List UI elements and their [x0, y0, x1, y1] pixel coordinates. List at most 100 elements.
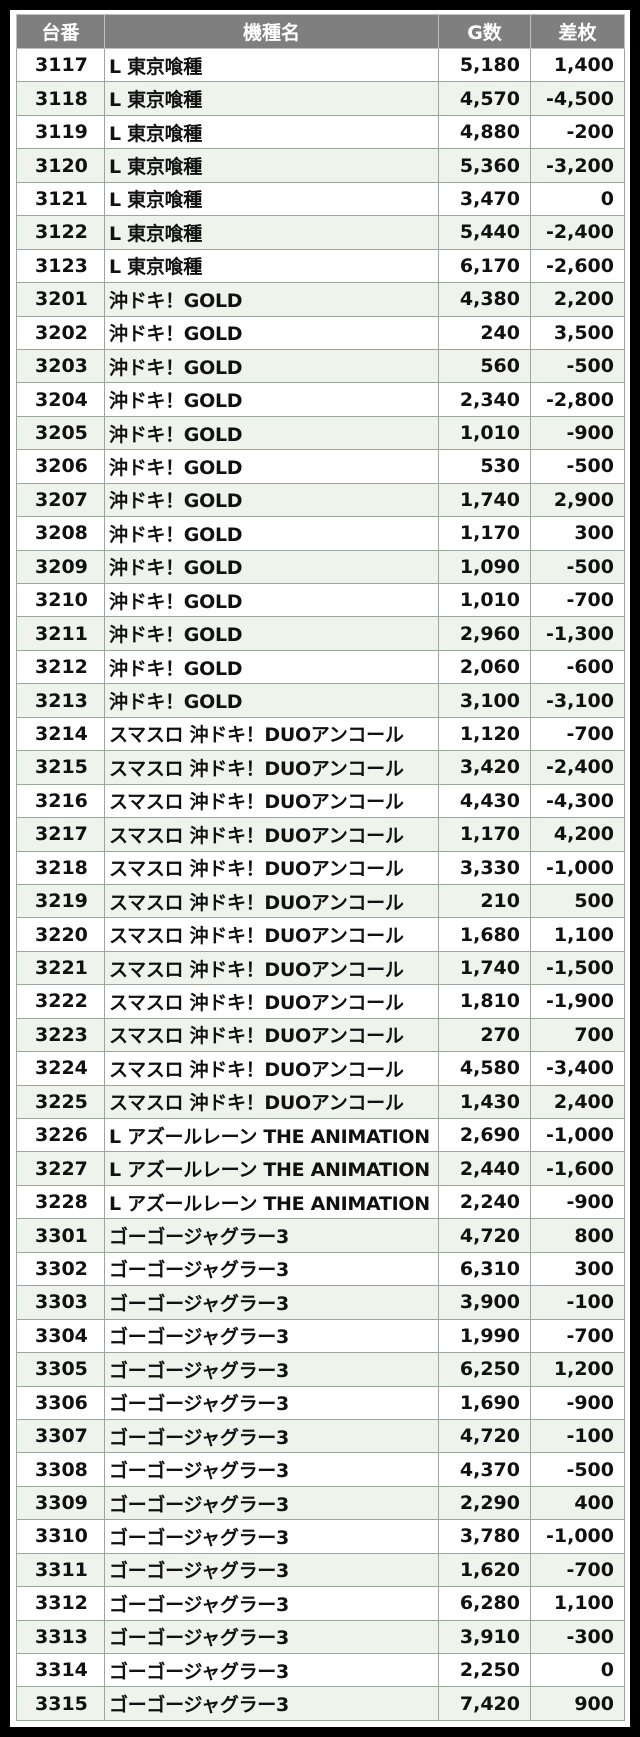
machine-name-cell: ゴーゴージャグラー3 — [104, 1619, 439, 1655]
machine-number-cell: 3202 — [16, 315, 105, 350]
table-row: 3214 スマスロ 沖ドキ！DUOアンコール 1,120 -700 — [16, 716, 625, 752]
games-cell: 2,250 — [438, 1652, 531, 1688]
difference-cell: -700 — [530, 1318, 625, 1354]
machine-name-cell: ゴーゴージャグラー3 — [104, 1218, 439, 1253]
table-row: 3302 ゴーゴージャグラー3 6,310 300 — [16, 1251, 625, 1287]
machine-number-cell: 3315 — [16, 1686, 105, 1721]
table-row: 3310 ゴーゴージャグラー3 3,780 -1,000 — [16, 1519, 625, 1554]
machine-number-cell: 3123 — [16, 248, 105, 284]
games-cell: 560 — [438, 348, 531, 384]
machine-number-cell: 3228 — [16, 1184, 105, 1220]
games-cell: 4,580 — [438, 1051, 531, 1086]
table-row: 3205 沖ドキ！GOLD 1,010 -900 — [16, 415, 625, 451]
machine-number-cell: 3218 — [16, 850, 105, 885]
table-row: 3314 ゴーゴージャグラー3 2,250 0 — [16, 1652, 625, 1688]
machine-number-cell: 3117 — [16, 47, 105, 83]
machine-name-cell: 沖ドキ！GOLD — [104, 315, 439, 350]
table-row: 3119 L 東京喰種 4,880 -200 — [16, 114, 625, 150]
table-row: 3309 ゴーゴージャグラー3 2,290 400 — [16, 1485, 625, 1521]
difference-cell: -2,400 — [530, 750, 625, 785]
difference-cell: -700 — [530, 716, 625, 752]
games-cell: 240 — [438, 315, 531, 350]
games-cell: 530 — [438, 449, 531, 484]
table-row: 3204 沖ドキ！GOLD 2,340 -2,800 — [16, 382, 625, 417]
games-cell: 3,420 — [438, 750, 531, 785]
machine-name-cell: 沖ドキ！GOLD — [104, 415, 439, 451]
machine-number-cell: 3204 — [16, 382, 105, 417]
machine-number-cell: 3301 — [16, 1218, 105, 1253]
machine-number-cell: 3206 — [16, 449, 105, 484]
games-cell: 4,720 — [438, 1418, 531, 1454]
table-row: 3202 沖ドキ！GOLD 240 3,500 — [16, 315, 625, 350]
machine-number-cell: 3216 — [16, 783, 105, 819]
table-row: 3313 ゴーゴージャグラー3 3,910 -300 — [16, 1619, 625, 1655]
machine-name-cell: スマスロ 沖ドキ！DUOアンコール — [104, 817, 439, 852]
table-frame: 台番 機種名 G数 差枚 3117 L 東京喰種 5,180 1,400 3118 L 東… — [10, 10, 630, 1727]
difference-cell: 800 — [530, 1218, 625, 1253]
machine-number-cell: 3222 — [16, 984, 105, 1019]
table-row: 3307 ゴーゴージャグラー3 4,720 -100 — [16, 1418, 625, 1454]
machine-number-cell: 3314 — [16, 1652, 105, 1688]
difference-cell: 0 — [530, 181, 625, 217]
table-row: 3228 L アズールレーン THE ANIMATION 2,240 -900 — [16, 1184, 625, 1220]
machine-name-cell: 沖ドキ！GOLD — [104, 516, 439, 551]
difference-cell: -1,900 — [530, 984, 625, 1019]
games-cell: 1,680 — [438, 917, 531, 952]
difference-cell: -1,600 — [530, 1151, 625, 1186]
games-cell: 4,720 — [438, 1218, 531, 1253]
machine-name-cell: スマスロ 沖ドキ！DUOアンコール — [104, 850, 439, 885]
machine-number-cell: 3214 — [16, 716, 105, 752]
column-header-machine-name: 機種名 — [104, 14, 439, 49]
machine-number-cell: 3308 — [16, 1452, 105, 1487]
machine-number-cell: 3309 — [16, 1485, 105, 1521]
machine-number-cell: 3203 — [16, 348, 105, 384]
table-row: 3201 沖ドキ！GOLD 4,380 2,200 — [16, 282, 625, 317]
machine-number-cell: 3208 — [16, 516, 105, 551]
machine-number-cell: 3212 — [16, 649, 105, 685]
machine-name-cell: L 東京喰種 — [104, 148, 439, 183]
difference-cell: 2,200 — [530, 282, 625, 317]
difference-cell: -900 — [530, 415, 625, 451]
table-row: 3303 ゴーゴージャグラー3 3,900 -100 — [16, 1285, 625, 1320]
machine-number-cell: 3201 — [16, 282, 105, 317]
machine-number-cell: 3210 — [16, 582, 105, 618]
games-cell: 6,310 — [438, 1251, 531, 1287]
difference-cell: -1,500 — [530, 950, 625, 986]
machine-number-cell: 3313 — [16, 1619, 105, 1655]
table-row: 3219 スマスロ 沖ドキ！DUOアンコール 210 500 — [16, 883, 625, 919]
difference-cell: 1,100 — [530, 1586, 625, 1621]
machine-name-cell: ゴーゴージャグラー3 — [104, 1686, 439, 1721]
difference-cell: -1,300 — [530, 616, 625, 651]
games-cell: 2,060 — [438, 649, 531, 685]
table-row: 3315 ゴーゴージャグラー3 7,420 900 — [16, 1686, 625, 1721]
header-row: 台番 機種名 G数 差枚 — [16, 14, 625, 49]
table-row: 3121 L 東京喰種 3,470 0 — [16, 181, 625, 217]
games-cell: 1,740 — [438, 482, 531, 518]
machine-number-cell: 3304 — [16, 1318, 105, 1354]
difference-cell: 1,100 — [530, 917, 625, 952]
table-row: 3225 スマスロ 沖ドキ！DUOアンコール 1,430 2,400 — [16, 1084, 625, 1120]
games-cell: 2,240 — [438, 1184, 531, 1220]
difference-cell: 3,500 — [530, 315, 625, 350]
table-row: 3217 スマスロ 沖ドキ！DUOアンコール 1,170 4,200 — [16, 817, 625, 852]
games-cell: 4,380 — [438, 282, 531, 317]
machine-name-cell: スマスロ 沖ドキ！DUOアンコール — [104, 1051, 439, 1086]
table-row: 3308 ゴーゴージャグラー3 4,370 -500 — [16, 1452, 625, 1487]
difference-cell: -500 — [530, 449, 625, 484]
table-row: 3207 沖ドキ！GOLD 1,740 2,900 — [16, 482, 625, 518]
difference-cell: 700 — [530, 1017, 625, 1053]
difference-cell: -500 — [530, 549, 625, 585]
machine-name-cell: ゴーゴージャグラー3 — [104, 1586, 439, 1621]
machine-name-cell: 沖ドキ！GOLD — [104, 282, 439, 317]
machine-number-cell: 3118 — [16, 81, 105, 116]
machine-name-cell: L 東京喰種 — [104, 181, 439, 217]
games-cell: 6,280 — [438, 1586, 531, 1621]
games-cell: 270 — [438, 1017, 531, 1053]
table-row: 3306 ゴーゴージャグラー3 1,690 -900 — [16, 1385, 625, 1420]
machine-number-cell: 3225 — [16, 1084, 105, 1120]
games-cell: 2,960 — [438, 616, 531, 651]
machine-name-cell: スマスロ 沖ドキ！DUOアンコール — [104, 883, 439, 919]
difference-cell: -900 — [530, 1184, 625, 1220]
machine-name-cell: スマスロ 沖ドキ！DUOアンコール — [104, 950, 439, 986]
games-cell: 4,370 — [438, 1452, 531, 1487]
